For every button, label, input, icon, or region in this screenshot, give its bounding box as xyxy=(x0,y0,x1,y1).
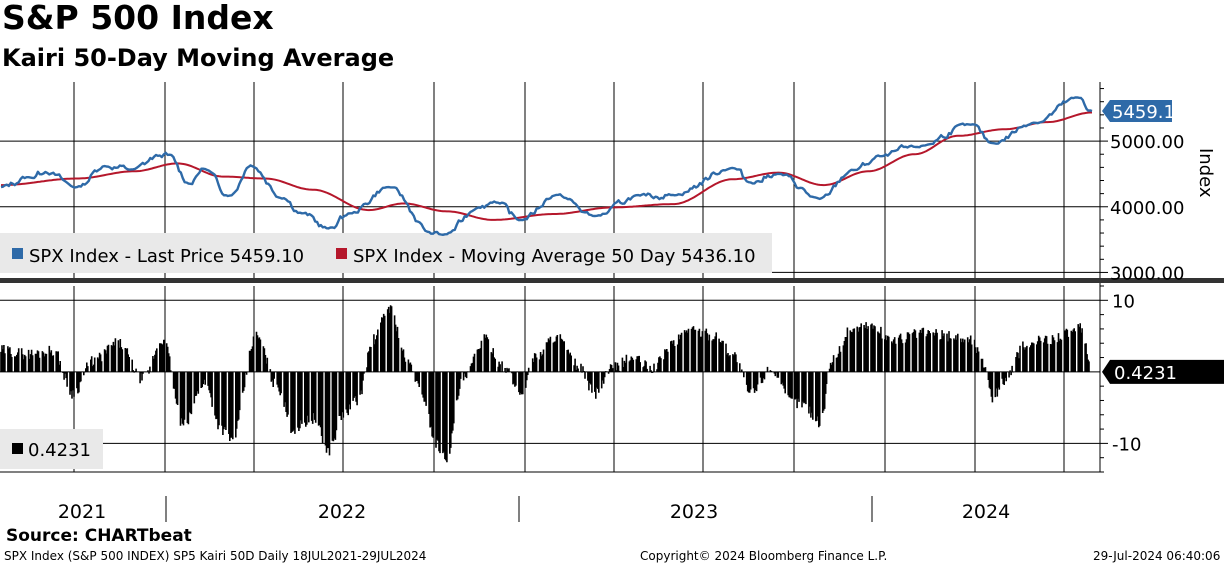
legend-entry: 0.4231 xyxy=(28,440,91,461)
lower-panel-grid xyxy=(0,286,1100,472)
upper-tick-label: 5000.00 xyxy=(1110,132,1184,153)
year-label: 2022 xyxy=(318,501,366,523)
kairi-histogram-bars xyxy=(0,305,1093,463)
legend-swatch xyxy=(12,443,23,454)
upper-panel-series xyxy=(0,96,1093,236)
kairi-callout-label: 0.4231 xyxy=(1114,363,1177,384)
last-price-callout xyxy=(1102,99,1172,122)
source-note: Source: CHARTbeat xyxy=(6,526,192,546)
lower-panel-bars xyxy=(0,305,1093,463)
legend-swatch xyxy=(336,248,347,259)
footer-timestamp: 29-Jul-2024 06:40:06 xyxy=(1093,549,1221,563)
footer-left: SPX Index (S&P 500 INDEX) SP5 Kairi 50D … xyxy=(4,549,427,563)
page-title: S&P 500 Index xyxy=(2,0,274,37)
upper-y-axis-label: Index xyxy=(1195,148,1216,198)
panel-divider xyxy=(0,278,1224,283)
chart-subtitle: Kairi 50-Day Moving Average xyxy=(2,44,395,72)
upper-tick-label: 4000.00 xyxy=(1110,198,1184,219)
legend-entry: SPX Index - Moving Average 50 Day 5436.1… xyxy=(353,246,756,267)
upper-legend-box xyxy=(0,233,772,273)
last-price-callout-label: 5459.10 xyxy=(1112,102,1186,123)
lower-legend: 0.4231 xyxy=(12,440,91,461)
year-label: 2023 xyxy=(670,501,718,523)
kairi-callout xyxy=(1102,359,1224,384)
legend-entry: SPX Index - Last Price 5459.10 xyxy=(29,246,304,267)
axes: 3000.00 4000.00 5000.00 Index 5459.10 10 -10 0.… xyxy=(0,82,1224,523)
year-label: 2021 xyxy=(58,501,106,523)
legend-swatch xyxy=(12,248,23,259)
year-label: 2024 xyxy=(962,501,1010,523)
upper-legend: SPX Index - Last Price 5459.10 SPX Index … xyxy=(12,246,756,267)
upper-tick-label: 3000.00 xyxy=(1110,263,1184,284)
lower-tick-label: -10 xyxy=(1112,434,1141,455)
footer-copyright: Copyright© 2024 Bloomberg Finance L.P. xyxy=(640,549,888,563)
last-price-line xyxy=(0,96,1093,236)
moving-average-line xyxy=(1,111,1092,221)
lower-tick-label: 10 xyxy=(1112,291,1135,312)
